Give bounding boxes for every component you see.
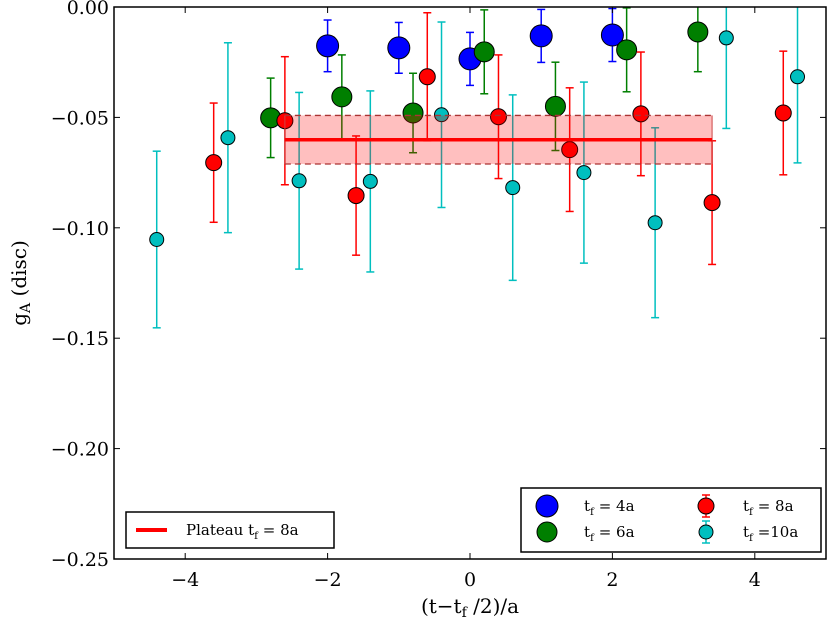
legend-marker bbox=[536, 521, 558, 543]
data-point bbox=[220, 130, 236, 146]
data-point bbox=[434, 107, 450, 123]
data-point bbox=[347, 187, 365, 205]
data-point bbox=[316, 34, 340, 58]
series-1 bbox=[260, 7, 709, 159]
data-point bbox=[489, 108, 507, 126]
y-axis-label: gA (disc) bbox=[7, 240, 34, 326]
legend-label-main: t bbox=[584, 523, 590, 541]
x-axis-label-rest: /2)/a bbox=[467, 594, 519, 618]
y-tick-label: −0.15 bbox=[51, 328, 109, 350]
y-tick-label: −0.05 bbox=[51, 107, 109, 129]
legend-plateau-label: Plateau tf = 8a bbox=[186, 521, 299, 542]
data-point bbox=[632, 105, 650, 123]
data-point bbox=[387, 36, 411, 60]
data-point bbox=[505, 180, 521, 196]
data-point bbox=[616, 39, 638, 61]
y-axis-label-rest: (disc) bbox=[7, 240, 31, 303]
x-tick-label: −2 bbox=[314, 569, 342, 591]
legend-label: tf = 6a bbox=[584, 523, 635, 544]
x-tick-label: 2 bbox=[606, 569, 618, 591]
legend-plateau-label-sub: f bbox=[254, 530, 259, 542]
legend-marker bbox=[535, 494, 559, 518]
legend-label: tf = 8a bbox=[743, 497, 794, 518]
data-point bbox=[774, 104, 792, 122]
x-axis-label-main: (t−t bbox=[421, 594, 462, 618]
y-tick-label: −0.20 bbox=[51, 439, 109, 461]
data-point bbox=[600, 23, 624, 47]
y-axis-label-main: g bbox=[7, 313, 31, 326]
legend-label-sub: f bbox=[590, 506, 595, 518]
data-point bbox=[544, 95, 566, 117]
legend-label-rest: = 4a bbox=[594, 497, 635, 515]
data-point bbox=[718, 30, 734, 46]
legend-label-sub: f bbox=[590, 532, 595, 544]
legend-label-main: t bbox=[743, 497, 749, 515]
data-point bbox=[647, 215, 663, 231]
legend-label-main: t bbox=[743, 523, 749, 541]
y-tick-label: 0.00 bbox=[67, 0, 109, 19]
data-point bbox=[291, 173, 307, 189]
data-point bbox=[687, 21, 709, 43]
data-point bbox=[362, 173, 378, 189]
data-point bbox=[149, 232, 165, 248]
legend-label: tf = 4a bbox=[584, 497, 635, 518]
legend-plateau: Plateau tf = 8a bbox=[125, 511, 335, 549]
legend-box bbox=[125, 511, 335, 549]
legend-label-rest: =10a bbox=[753, 523, 798, 541]
plot-area bbox=[149, 7, 806, 329]
x-tick-label: −4 bbox=[171, 569, 199, 591]
x-tick-label: 4 bbox=[749, 569, 761, 591]
legend-box bbox=[520, 487, 822, 553]
series-3 bbox=[149, 7, 806, 329]
data-point bbox=[790, 69, 806, 85]
legend-label: tf =10a bbox=[743, 523, 798, 544]
legend-marker bbox=[697, 497, 715, 515]
data-point bbox=[703, 194, 721, 212]
legend-label-main: t bbox=[584, 497, 590, 515]
data-point bbox=[561, 141, 579, 159]
y-axis-label-sub: A bbox=[18, 302, 34, 314]
y-tick-label: −0.25 bbox=[51, 549, 109, 571]
data-point bbox=[529, 24, 553, 48]
data-point bbox=[473, 41, 495, 63]
data-point bbox=[331, 86, 353, 108]
series-0 bbox=[316, 7, 624, 87]
legend-label-sub: f bbox=[749, 506, 754, 518]
plot-frame bbox=[113, 6, 827, 560]
legend-marker bbox=[698, 524, 714, 540]
x-axis-label-sub: f bbox=[462, 605, 469, 621]
data-point bbox=[576, 165, 592, 181]
legend-label-rest: = 6a bbox=[594, 523, 635, 541]
legend-label-rest: = 8a bbox=[753, 497, 794, 515]
legend-label-sub: f bbox=[749, 532, 754, 544]
legend-plateau-label-main: Plateau t bbox=[186, 521, 254, 539]
y-axis-label-group: gA (disc) bbox=[7, 240, 34, 326]
data-point bbox=[418, 68, 436, 86]
data-point bbox=[205, 154, 223, 172]
x-axis-label: (t−tf /2)/a bbox=[421, 594, 519, 621]
x-tick-label: 0 bbox=[464, 569, 476, 591]
legend-plateau-label-rest: = 8a bbox=[258, 521, 299, 539]
y-tick-label: −0.10 bbox=[51, 218, 109, 240]
data-point bbox=[402, 102, 424, 124]
